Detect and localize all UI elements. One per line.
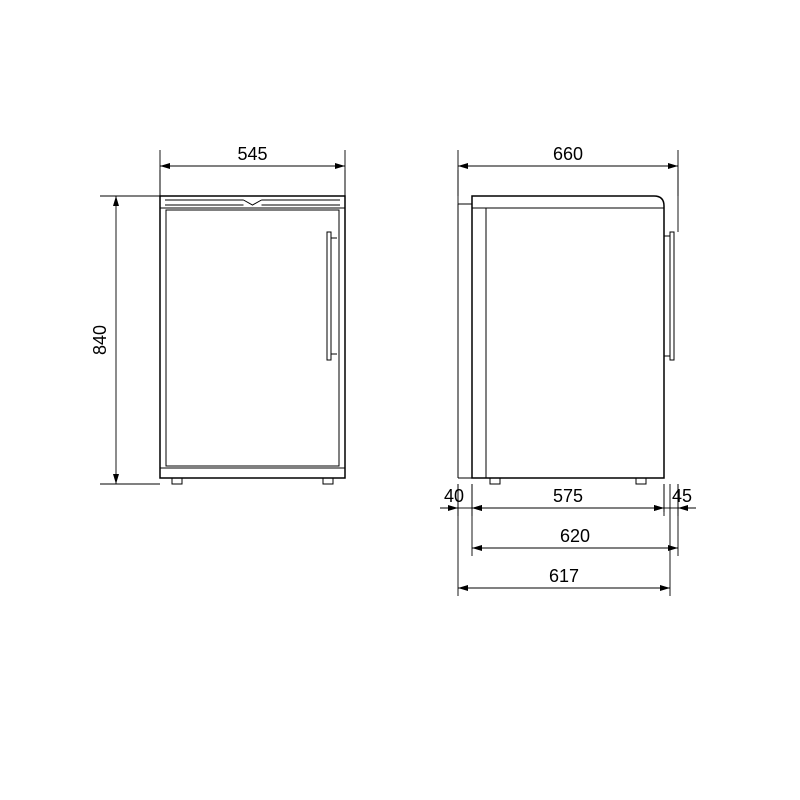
dim-side-40: 40 [444, 486, 464, 506]
dim-side-45: 45 [672, 486, 692, 506]
dim-front-width: 545 [237, 144, 267, 164]
dim-side-620: 620 [560, 526, 590, 546]
dim-side-660: 660 [553, 144, 583, 164]
side-view [458, 196, 674, 484]
dim-front-height: 840 [90, 325, 110, 355]
dim-side-575: 575 [553, 486, 583, 506]
front-view [160, 196, 345, 484]
dim-side-617: 617 [549, 566, 579, 586]
